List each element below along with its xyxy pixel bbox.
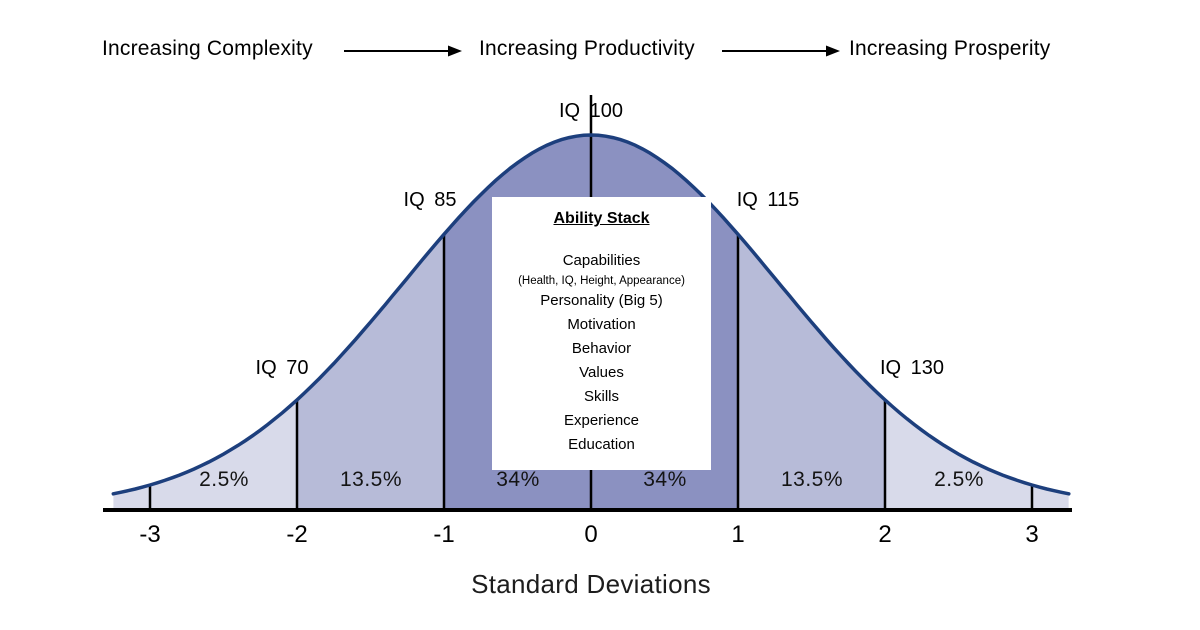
ability-stack-title: Ability Stack: [553, 210, 650, 227]
x-tick-label: -3: [139, 521, 161, 548]
ability-stack-item: (Health, IQ, Height, Appearance): [518, 275, 685, 287]
right-arrow-icon: [722, 45, 840, 57]
iq-115-label: IQ 115: [736, 189, 800, 211]
ability-stack-box: Ability Stack Capabilities (Health, IQ, …: [492, 197, 711, 470]
ability-stack-item: Values: [579, 364, 624, 381]
iq-130-label: IQ 130: [879, 357, 945, 379]
iq-70-label: IQ 70: [255, 357, 309, 379]
ability-stack-item: Personality (Big 5): [540, 292, 663, 309]
header-productivity-label: Increasing Productivity: [479, 37, 695, 60]
x-tick-label: -1: [433, 521, 455, 548]
segment-percent-label: 2.5%: [199, 468, 249, 491]
header-complexity-label: Increasing Complexity: [102, 37, 313, 60]
ability-stack-item: Skills: [583, 388, 619, 405]
header-prosperity-label: Increasing Prosperity: [849, 37, 1051, 60]
iq-100-label: IQ 100: [558, 100, 624, 122]
ability-stack-item: Experience: [563, 412, 640, 429]
x-tick-label: 0: [584, 521, 598, 548]
iq-85-label: IQ 85: [403, 189, 457, 211]
x-tick-label: -2: [286, 521, 308, 548]
x-tick-label: 3: [1025, 521, 1039, 548]
segment-percent-label: 34%: [496, 468, 540, 491]
x-tick-label: 2: [878, 521, 892, 548]
ability-stack-item: Behavior: [571, 340, 632, 357]
ability-stack-item: Education: [568, 436, 635, 453]
ability-stack-item: Capabilities: [562, 252, 641, 269]
segment-percent-label: 13.5%: [780, 468, 844, 491]
ability-stack-item: Motivation: [567, 316, 636, 333]
right-arrow-icon: [344, 45, 462, 57]
segment-percent-label: 2.5%: [934, 468, 984, 491]
segment-percent-label: 34%: [643, 468, 687, 491]
x-tick-label: 1: [731, 521, 745, 548]
x-axis-title: Standard Deviations: [471, 569, 711, 599]
segment-percent-label: 13.5%: [339, 468, 403, 491]
